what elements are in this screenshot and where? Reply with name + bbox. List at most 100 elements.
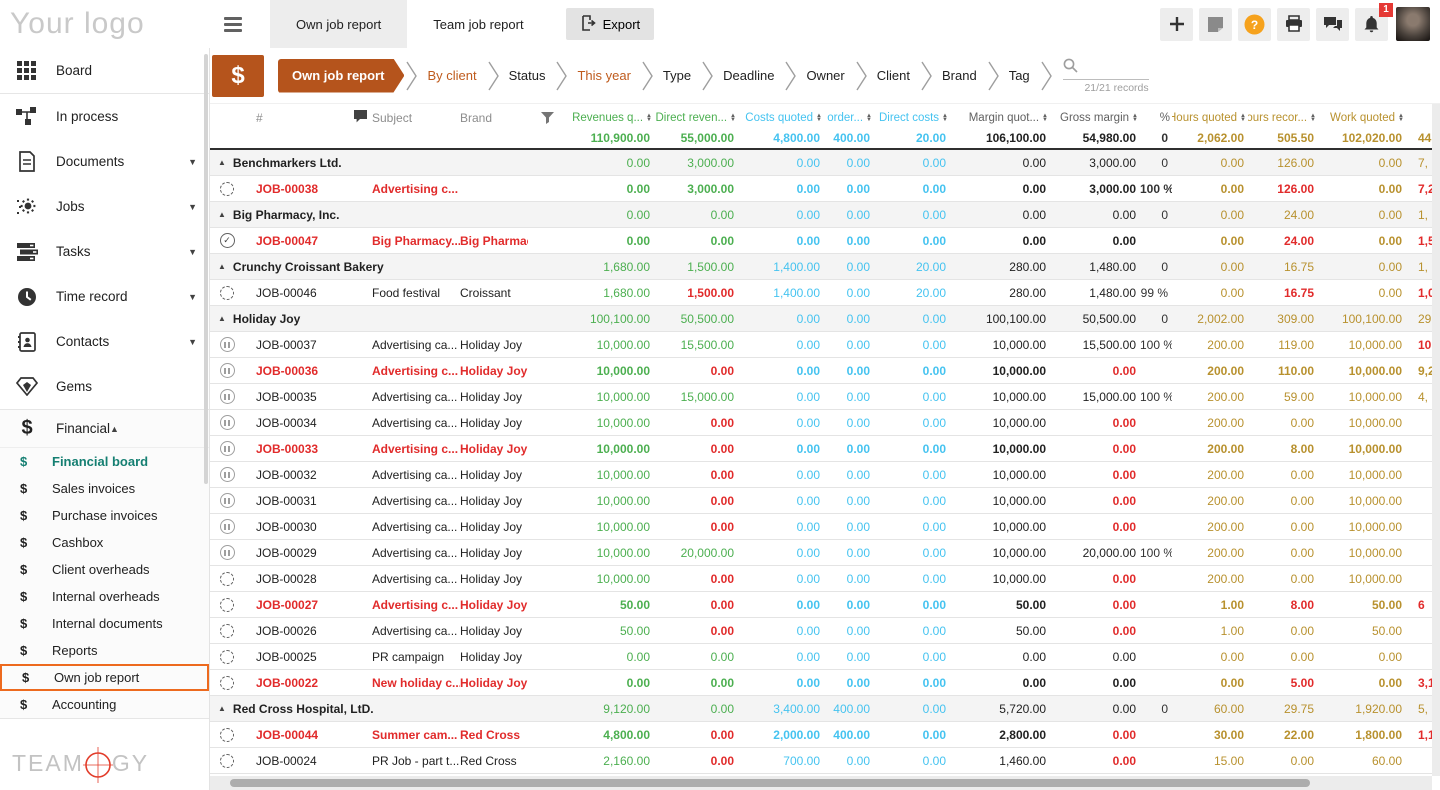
table-row[interactable]: JOB-00030Advertising ca...Holiday Joy10,… [210, 514, 1432, 540]
job-number[interactable]: JOB-00031 [244, 494, 348, 508]
sidebar-item-internal-documents[interactable]: $Internal documents [0, 610, 209, 637]
tab-own-job-report[interactable]: Own job report [270, 0, 407, 48]
table-row[interactable]: ✓JOB-00047Big Pharmacy...Big Pharmacy0.0… [210, 228, 1432, 254]
add-button[interactable] [1160, 8, 1193, 41]
job-number[interactable]: JOB-00037 [244, 338, 348, 352]
filter-crumb-status[interactable]: Status [486, 60, 555, 92]
column-header-labor[interactable]: Labor c [1406, 112, 1432, 124]
column-header-hq[interactable]: Hours quoted▲▼ [1172, 112, 1248, 124]
job-number[interactable]: JOB-00033 [244, 442, 348, 456]
table-row[interactable]: JOB-00033Advertising c...Holiday Joy10,0… [210, 436, 1432, 462]
table-row[interactable]: JOB-00038Advertising c...0.003,000.000.0… [210, 176, 1432, 202]
column-header-rev[interactable]: Revenues q...▲▼ [554, 112, 654, 124]
job-number[interactable]: JOB-00025 [244, 650, 348, 664]
tab-team-job-report[interactable]: Team job report [407, 0, 549, 48]
sidebar-item-financial[interactable]: $Financial▲ [0, 410, 209, 448]
sidebar-item-financial-board[interactable]: $Financial board [0, 448, 209, 475]
table-row[interactable]: JOB-00037Advertising ca...Holiday Joy10,… [210, 332, 1432, 358]
job-number[interactable]: JOB-00024 [244, 754, 348, 768]
column-header-co[interactable]: Costs order...▲▼ [824, 112, 874, 124]
column-header-comment[interactable] [348, 109, 372, 128]
filter-icon[interactable] [528, 112, 554, 124]
sidebar-scrollbar[interactable] [204, 54, 208, 484]
job-number[interactable]: JOB-00044 [244, 728, 348, 742]
table-row[interactable]: JOB-00032Advertising ca...Holiday Joy10,… [210, 462, 1432, 488]
filter-crumb-this-year[interactable]: This year [554, 60, 639, 92]
sidebar-item-purchase-invoices[interactable]: $Purchase invoices [0, 502, 209, 529]
job-number[interactable]: JOB-00028 [244, 572, 348, 586]
sidebar-item-cashbox[interactable]: $Cashbox [0, 529, 209, 556]
column-header-number[interactable]: # [244, 111, 348, 125]
group-row[interactable]: ▲Crunchy Croissant Bakery1,680.001,500.0… [210, 254, 1432, 280]
filter-crumb-by-client[interactable]: By client [404, 60, 485, 92]
job-number[interactable]: JOB-00034 [244, 416, 348, 430]
table-row[interactable]: JOB-00044Summer cam...Red Cross4,800.000… [210, 722, 1432, 748]
financial-module-icon[interactable]: $ [212, 55, 264, 97]
table-row[interactable]: JOB-00026Advertising ca...Holiday Joy50.… [210, 618, 1432, 644]
sidebar-item-accounting[interactable]: $Accounting [0, 691, 209, 718]
collapse-triangle-icon[interactable]: ▲ [218, 262, 226, 271]
collapse-triangle-icon[interactable]: ▲ [218, 210, 226, 219]
table-row[interactable]: JOB-00025PR campaignHoliday Joy0.000.000… [210, 644, 1432, 670]
column-header-margin[interactable]: Margin quot...▲▼ [950, 112, 1050, 124]
group-row[interactable]: ▲Red Cross Hospital, LtD.9,120.000.003,4… [210, 696, 1432, 722]
table-row[interactable]: JOB-00034Advertising ca...Holiday Joy10,… [210, 410, 1432, 436]
search-input[interactable] [1063, 58, 1149, 80]
table-row[interactable]: JOB-00031Advertising ca...Holiday Joy10,… [210, 488, 1432, 514]
job-number[interactable]: JOB-00047 [244, 234, 348, 248]
column-header-subject[interactable]: Subject [372, 111, 460, 125]
table-row[interactable]: JOB-00035Advertising ca...Holiday Joy10,… [210, 384, 1432, 410]
column-header-gross[interactable]: Gross margin▲▼ [1050, 112, 1140, 124]
column-header-hr[interactable]: Hours recor...▲▼ [1248, 112, 1318, 124]
job-number[interactable]: JOB-00030 [244, 520, 348, 534]
collapse-triangle-icon[interactable]: ▲ [218, 314, 226, 323]
job-number[interactable]: JOB-00036 [244, 364, 348, 378]
note-button[interactable] [1199, 8, 1232, 41]
sidebar-item-documents[interactable]: Documents▼ [0, 139, 209, 184]
job-number[interactable]: JOB-00022 [244, 676, 348, 690]
table-row[interactable]: JOB-00022New holiday c...Holiday Joy0.00… [210, 670, 1432, 696]
column-header-cq[interactable]: Costs quoted▲▼ [738, 112, 824, 124]
collapse-triangle-icon[interactable]: ▲ [218, 704, 226, 713]
sidebar-item-time-record[interactable]: Time record▼ [0, 274, 209, 319]
sidebar-item-internal-overheads[interactable]: $Internal overheads [0, 583, 209, 610]
print-button[interactable] [1277, 8, 1310, 41]
horizontal-scrollbar[interactable] [210, 776, 1432, 790]
sidebar-item-reports[interactable]: $Reports [0, 637, 209, 664]
filter-crumb-brand[interactable]: Brand [919, 60, 986, 92]
job-number[interactable]: JOB-00026 [244, 624, 348, 638]
hamburger-menu-icon[interactable] [210, 17, 256, 32]
filter-crumb-own-job-report[interactable]: Own job report [278, 59, 404, 93]
sidebar-item-board[interactable]: Board [0, 48, 209, 93]
table-row[interactable]: JOB-00027Advertising c...Holiday Joy50.0… [210, 592, 1432, 618]
column-header-wq[interactable]: Work quoted▲▼ [1318, 112, 1406, 124]
table-row[interactable]: JOB-00024PR Job - part t...Red Cross2,16… [210, 748, 1432, 774]
job-number[interactable]: JOB-00032 [244, 468, 348, 482]
sidebar-item-tasks[interactable]: Tasks▼ [0, 229, 209, 274]
user-avatar[interactable] [1396, 7, 1430, 41]
job-number[interactable]: JOB-00038 [244, 182, 348, 196]
job-number[interactable]: JOB-00027 [244, 598, 348, 612]
table-row[interactable]: JOB-00046Food festivalCroissant1,680.001… [210, 280, 1432, 306]
job-number[interactable]: JOB-00029 [244, 546, 348, 560]
column-header-drev[interactable]: Direct reven...▲▼ [654, 112, 738, 124]
sidebar-item-gems[interactable]: Gems [0, 364, 209, 409]
column-header-dc[interactable]: Direct costs▲▼ [874, 112, 950, 124]
vertical-scrollbar[interactable] [1432, 104, 1440, 776]
sidebar-item-contacts[interactable]: Contacts▼ [0, 319, 209, 364]
filter-crumb-owner[interactable]: Owner [783, 60, 853, 92]
collapse-triangle-icon[interactable]: ▲ [218, 158, 226, 167]
sidebar-item-client-overheads[interactable]: $Client overheads [0, 556, 209, 583]
group-row[interactable]: ▲Big Pharmacy, Inc.0.000.000.000.000.000… [210, 202, 1432, 228]
column-header-brand[interactable]: Brand [460, 111, 528, 125]
sidebar-item-jobs[interactable]: Jobs▼ [0, 184, 209, 229]
horizontal-scrollbar-thumb[interactable] [230, 779, 1310, 787]
group-row[interactable]: ▲Holiday Joy100,100.0050,500.000.000.000… [210, 306, 1432, 332]
column-header-pct[interactable]: % [1140, 112, 1172, 124]
filter-crumb-tag[interactable]: Tag [986, 60, 1039, 92]
table-row[interactable]: JOB-00036Advertising c...Holiday Joy10,0… [210, 358, 1432, 384]
filter-crumb-client[interactable]: Client [854, 60, 919, 92]
chat-button[interactable] [1316, 8, 1349, 41]
job-number[interactable]: JOB-00035 [244, 390, 348, 404]
job-number[interactable]: JOB-00046 [244, 286, 348, 300]
